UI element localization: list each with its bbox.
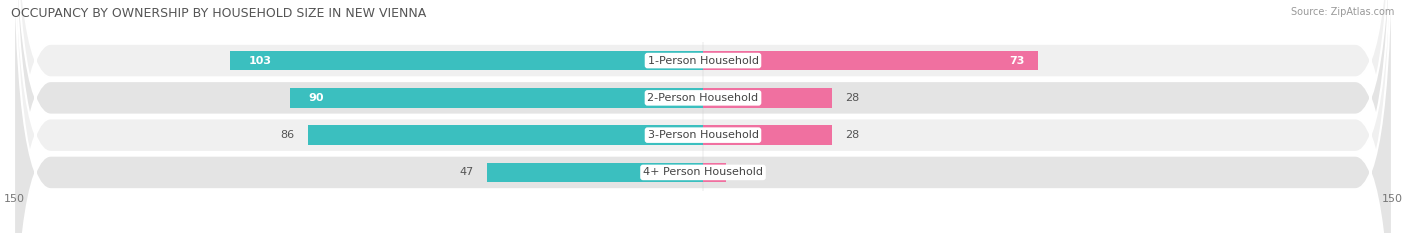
Text: Source: ZipAtlas.com: Source: ZipAtlas.com	[1291, 7, 1395, 17]
Text: 47: 47	[460, 168, 474, 177]
Bar	[231, 51, 703, 70]
FancyBboxPatch shape	[14, 0, 1392, 233]
Text: 1-Person Household: 1-Person Household	[648, 56, 758, 65]
Bar	[703, 88, 831, 108]
Text: 28: 28	[845, 93, 859, 103]
Text: 5: 5	[740, 168, 747, 177]
FancyBboxPatch shape	[14, 0, 1392, 233]
Text: 28: 28	[845, 130, 859, 140]
Bar	[486, 163, 703, 182]
Bar	[703, 163, 725, 182]
Bar	[308, 125, 703, 145]
Text: 2-Person Household: 2-Person Household	[647, 93, 759, 103]
Text: 103: 103	[249, 56, 271, 65]
Bar	[703, 51, 1038, 70]
Text: 86: 86	[280, 130, 294, 140]
FancyBboxPatch shape	[14, 0, 1392, 233]
Bar	[703, 125, 831, 145]
Bar	[290, 88, 703, 108]
Text: 73: 73	[1010, 56, 1025, 65]
Text: OCCUPANCY BY OWNERSHIP BY HOUSEHOLD SIZE IN NEW VIENNA: OCCUPANCY BY OWNERSHIP BY HOUSEHOLD SIZE…	[11, 7, 426, 20]
Text: 4+ Person Household: 4+ Person Household	[643, 168, 763, 177]
FancyBboxPatch shape	[14, 0, 1392, 233]
Text: 3-Person Household: 3-Person Household	[648, 130, 758, 140]
Text: 90: 90	[308, 93, 323, 103]
